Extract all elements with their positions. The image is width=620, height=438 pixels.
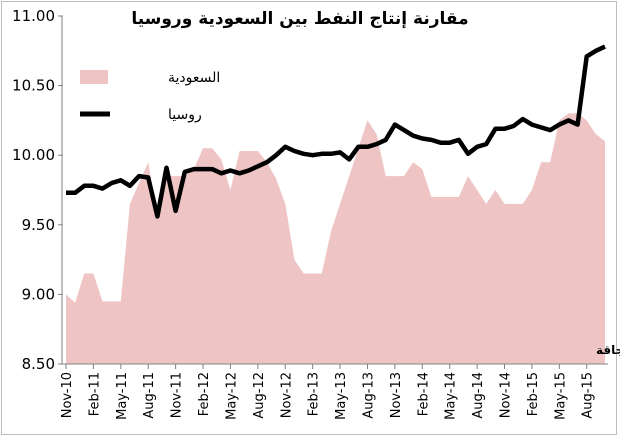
saudi-area-series	[66, 113, 605, 365]
line-layer	[66, 44, 606, 219]
legend-label-russia: روسيا	[168, 107, 202, 123]
legend-swatch-saudi	[80, 70, 108, 84]
x-tick-label: Nov-12	[279, 372, 294, 418]
x-axis-ticks: Nov-10 Feb-11 May-11 Aug-11 Nov-11 Feb-12 May-…	[60, 364, 596, 420]
x-tick-label: Feb-15	[526, 372, 541, 416]
y-tick-label: 10.00	[12, 146, 55, 164]
x-tick-label: Aug-14	[471, 372, 486, 419]
y-tick-label: 8.50	[22, 355, 55, 373]
y-tick-label: 10.50	[12, 77, 55, 95]
chart-title: مقارنة إنتاج النفط بين السعودية وروسيا	[131, 9, 468, 29]
x-tick-label: Feb-13	[307, 372, 322, 416]
x-tick-label: Aug-13	[361, 372, 376, 419]
x-tick-label: Feb-11	[87, 372, 102, 416]
credit-text: د. جاسم عجاقة	[596, 343, 620, 357]
legend: السعودية روسيا	[80, 70, 220, 123]
x-tick-label: Aug-12	[252, 372, 267, 419]
area-layer	[66, 113, 605, 365]
x-tick-label: May-13	[334, 372, 349, 420]
x-tick-label: Feb-12	[197, 372, 212, 416]
x-tick-label: May-12	[224, 372, 239, 420]
x-tick-label: Feb-14	[416, 372, 431, 416]
russia-line-series	[66, 44, 606, 219]
x-tick-label: Aug-15	[581, 372, 596, 419]
x-tick-label: May-15	[553, 372, 568, 420]
y-tick-label: 11.00	[12, 7, 55, 25]
x-tick-label: May-14	[444, 372, 459, 420]
x-tick-label: Nov-11	[170, 372, 185, 418]
x-tick-label: Nov-13	[389, 372, 404, 418]
x-tick-label: Nov-10	[60, 372, 75, 418]
x-tick-label: Nov-14	[499, 372, 514, 418]
legend-label-saudi: السعودية	[168, 70, 220, 86]
y-tick-label: 9.00	[22, 285, 55, 303]
x-tick-label: Aug-11	[142, 372, 157, 419]
y-axis-ticks: 8.50 9.00 9.50 10.00 10.50 11.00	[12, 7, 63, 373]
x-tick-label: May-11	[115, 372, 130, 420]
y-tick-label: 9.50	[22, 216, 55, 234]
